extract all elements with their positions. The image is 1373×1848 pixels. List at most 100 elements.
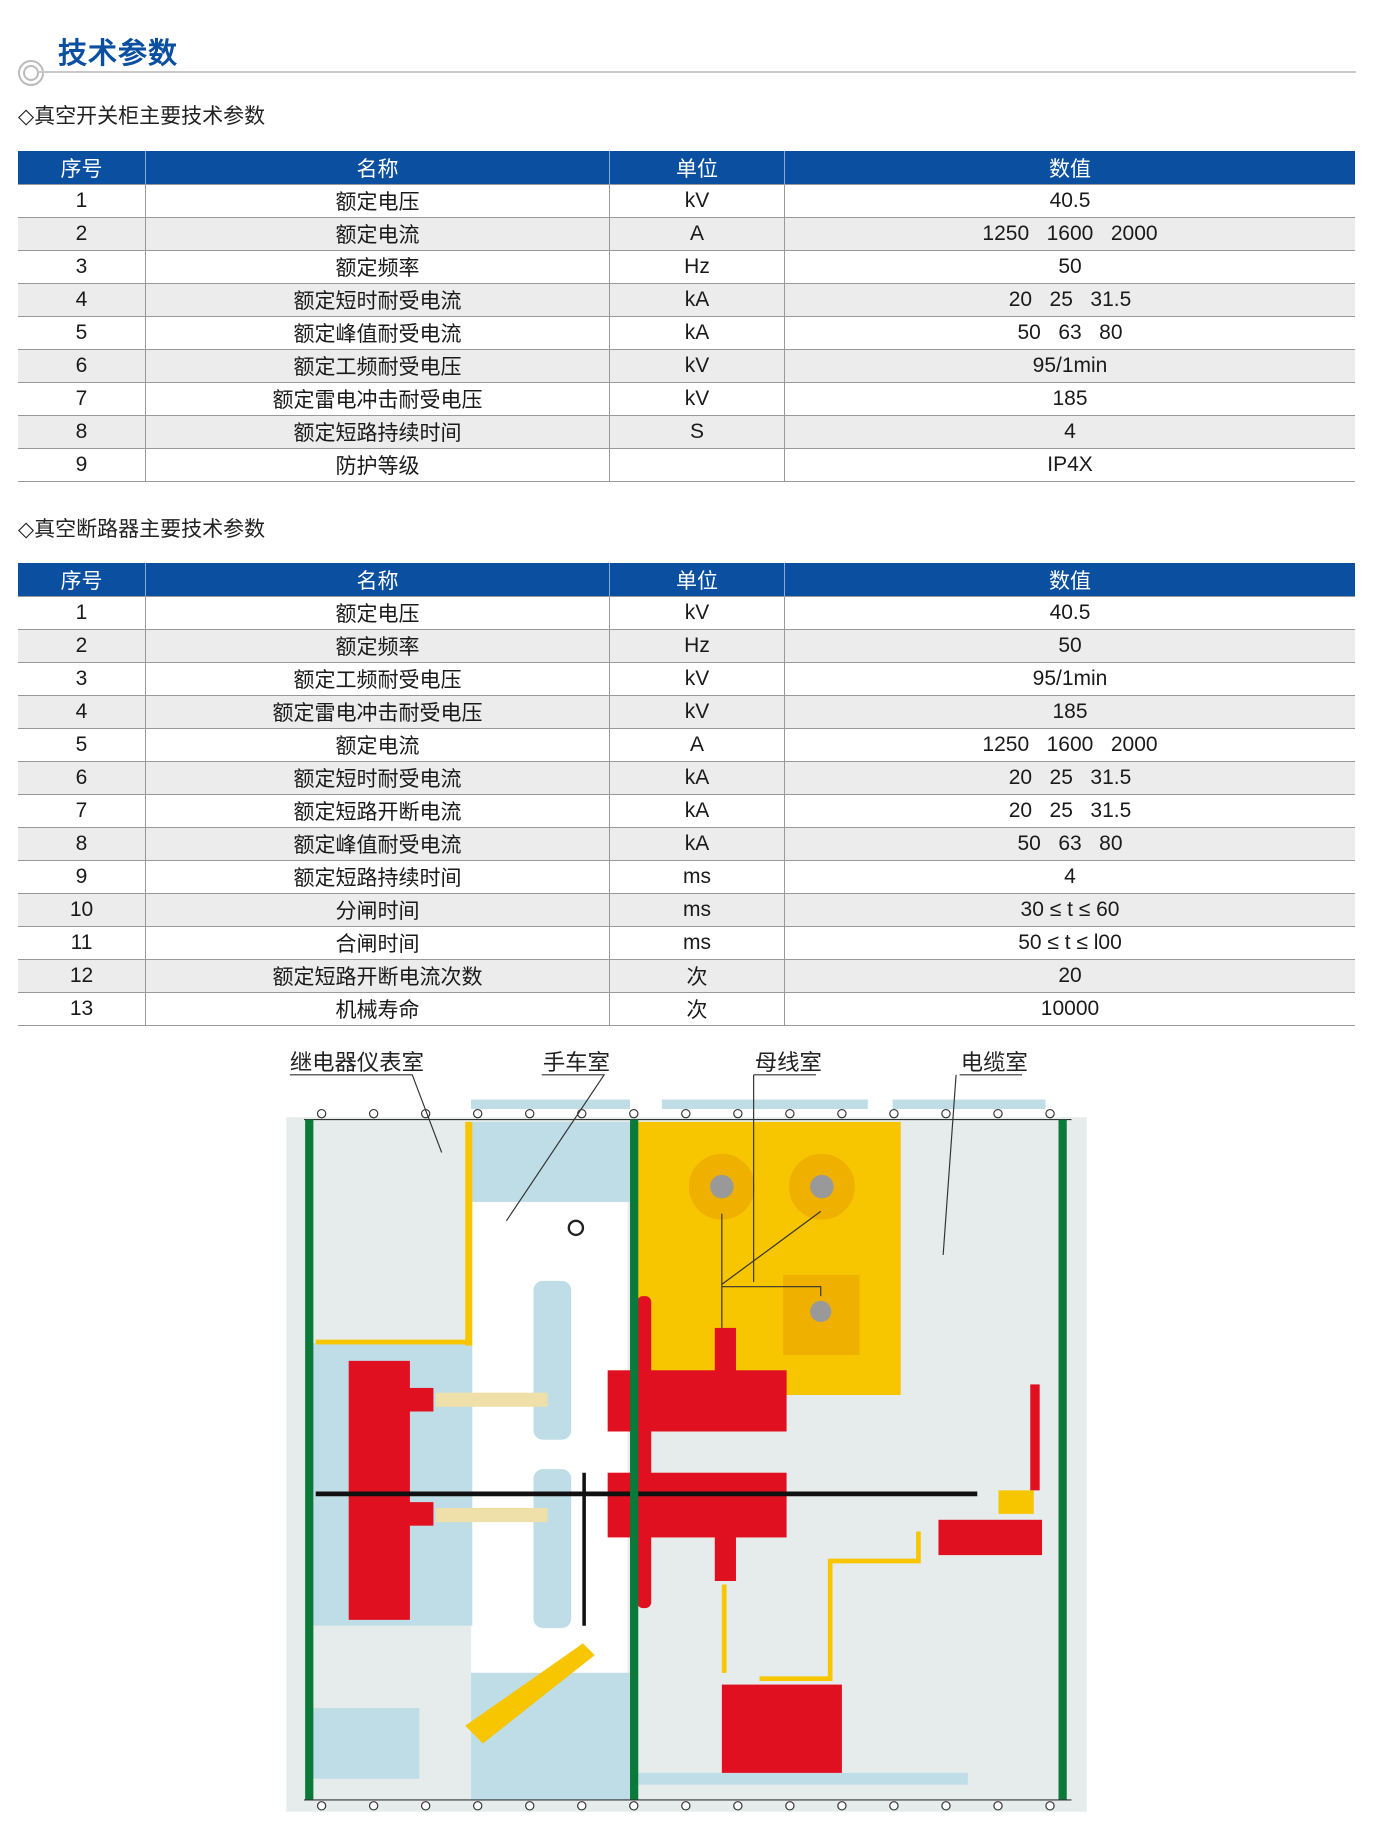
table-cell: 95/1min [784,349,1355,383]
column-header: 数值 [784,151,1355,185]
bullet-ring-icon [18,60,44,86]
switchgear-heading: ◇真空开关柜主要技术参数 [18,105,266,128]
table-cell: kA [609,316,785,350]
table-cell: kV [609,695,785,729]
bolt-icon [577,1801,587,1811]
table-cell: 11 [18,926,146,960]
breaker-heading: ◇真空断路器主要技术参数 [18,518,266,541]
table-cell: 9 [18,448,146,482]
table-cell: 1250 1600 2000 [784,728,1355,762]
table-cell: 额定雷电冲击耐受电压 [145,382,610,416]
table-cell: 额定电流 [145,217,610,251]
table-cell: 额定短路开断电流 [145,794,610,828]
table-row: 3 额定频率 Hz 50 [18,250,1355,284]
table-cell: 50 [784,629,1355,663]
table-row: 1 额定电压 kV 40.5 [18,184,1355,218]
bolt-row-bottom [316,1801,1055,1811]
table-cell: 40.5 [784,184,1355,218]
table-cell: 13 [18,992,146,1026]
table-row: 8 额定峰值耐受电流 kA 50 63 80 [18,827,1355,861]
bolt-icon [368,1801,379,1811]
table-row: 5 额定电流 A 1250 1600 2000 [18,728,1355,762]
label-cart-room: 手车室 [543,1050,610,1075]
table-cell: 次 [609,992,785,1026]
table-row: 9 防护等级 IP4X [18,448,1355,482]
table-cell: kA [609,827,785,861]
table-cell: 额定短路持续时间 [145,415,610,449]
table-cell: 6 [18,349,146,383]
table-row: 8 额定短路持续时间 S 4 [18,415,1355,449]
switchgear-params-table: 序号 名称 单位 数值 1 额定电压 kV 40.5 2 额定电流 A 1250 1600 2000 3… [18,151,1355,482]
bolt-icon [941,1801,951,1811]
table-cell: kA [609,283,785,317]
table-cell: 额定工频耐受电压 [145,349,610,383]
table-cell: 额定电流 [145,728,610,762]
bolt-icon [733,1108,743,1119]
table-row: 7 额定短路开断电流 kA 20 25 31.5 [18,794,1355,828]
table-cell: 50 [784,250,1355,284]
breaker-params-table: 序号 名称 单位 数值 1 额定电压 kV 40.5 2 额定频率 Hz 50 3 额定工频耐受电压 kV 9… [18,563,1355,1026]
bolt-icon [629,1801,639,1811]
bolt-icon [785,1801,795,1811]
table-cell: 额定频率 [145,629,610,663]
table-cell: 3 [18,662,146,696]
table-row: 6 额定短时耐受电流 kA 20 25 31.5 [18,761,1355,795]
table-cell: 50 ≤ t ≤ l00 [784,926,1355,960]
table-cell: 4 [18,695,146,729]
bolt-icon [577,1108,587,1119]
section-title: 技术参数 [58,38,179,70]
column-header: 序号 [18,151,146,185]
bolt-icon [941,1108,951,1119]
table-cell: 30 ≤ t ≤ 60 [784,893,1355,927]
table-cell: 50 63 80 [784,316,1355,350]
table-row: 4 额定短时耐受电流 kA 20 25 31.5 [18,283,1355,317]
bolt-icon [993,1108,1003,1119]
table-row: 11 合闸时间 ms 50 ≤ t ≤ l00 [18,926,1355,960]
bolt-icon [316,1801,327,1811]
column-header: 名称 [145,151,610,185]
table-cell: 额定短路开断电流次数 [145,959,610,993]
table-cell: 185 [784,382,1355,416]
table-cell: 185 [784,695,1355,729]
table-cell: 20 25 31.5 [784,283,1355,317]
bolt-icon [837,1801,847,1811]
table-cell: 95/1min [784,662,1355,696]
table-cell: 4 [18,283,146,317]
bolt-icon [629,1108,639,1119]
table-cell: 5 [18,316,146,350]
table-cell: 20 25 31.5 [784,761,1355,795]
table-row: 9 额定短路持续时间 ms 4 [18,860,1355,894]
bolt-icon [785,1108,795,1119]
table-cell: ms [609,860,785,894]
table-cell: 50 63 80 [784,827,1355,861]
title-divider [38,71,1356,73]
table-row: 3 额定工频耐受电压 kV 95/1min [18,662,1355,696]
table-cell: 1 [18,184,146,218]
table-cell: 额定峰值耐受电流 [145,316,610,350]
table-cell: 分闸时间 [145,893,610,927]
table-cell: kV [609,349,785,383]
table-cell: kV [609,382,785,416]
bolt-icon [420,1801,431,1811]
switchgear-cross-section-diagram: 继电器仪表室 手车室 母线室 电缆室 [286,1050,1087,1812]
label-cable-room: 电缆室 [961,1050,1028,1075]
table-cell: 1 [18,596,146,630]
table-cell: 次 [609,959,785,993]
bolt-icon [889,1801,899,1811]
table-cell: kV [609,596,785,630]
table-row: 1 额定电压 kV 40.5 [18,596,1355,630]
bolt-icon [1045,1108,1055,1119]
table-row: 6 额定工频耐受电压 kV 95/1min [18,349,1355,383]
table-cell: 10000 [784,992,1355,1026]
table-cell: 6 [18,761,146,795]
table-cell: 8 [18,415,146,449]
table-cell: 7 [18,794,146,828]
table-cell: 额定雷电冲击耐受电压 [145,695,610,729]
table-cell: 2 [18,217,146,251]
table-cell: Hz [609,250,785,284]
table-cell: IP4X [784,448,1355,482]
table-cell: kA [609,794,785,828]
table-cell: kA [609,761,785,795]
table-cell: A [609,728,785,762]
table-row: 10 分闸时间 ms 30 ≤ t ≤ 60 [18,893,1355,927]
